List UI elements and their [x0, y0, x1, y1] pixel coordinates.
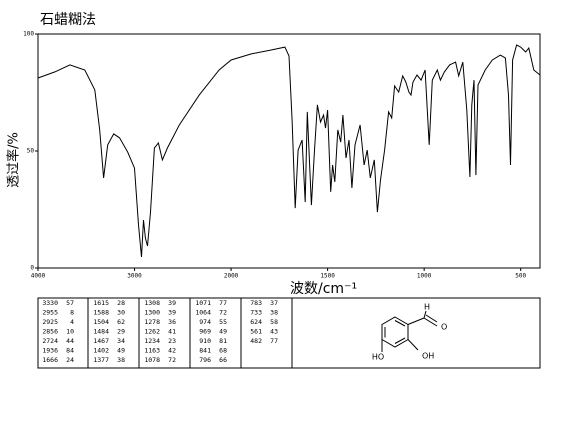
peak-transmittance: 43	[270, 328, 278, 336]
peak-wavenumber: 2955	[42, 309, 58, 317]
bond	[423, 310, 427, 319]
bond	[423, 317, 438, 327]
peak-wavenumber: 3330	[42, 299, 58, 307]
peak-transmittance: 77	[219, 299, 227, 307]
bond	[394, 337, 406, 344]
peak-wavenumber: 1234	[144, 337, 160, 345]
peak-transmittance: 38	[270, 309, 278, 317]
peak-wavenumber: 1163	[144, 347, 160, 355]
atom-label: OH	[422, 352, 434, 361]
peak-transmittance: 72	[168, 356, 176, 364]
bond	[407, 339, 419, 351]
peak-transmittance: 72	[219, 309, 227, 317]
peak-wavenumber: 1071	[195, 299, 211, 307]
y-tick-label: 0	[30, 265, 34, 272]
peak-wavenumber: 2724	[42, 337, 58, 345]
peak-transmittance: 30	[117, 309, 125, 317]
x-tick-label: 4000	[31, 273, 46, 280]
peak-transmittance: 66	[219, 356, 227, 364]
peak-wavenumber: 1308	[144, 299, 160, 307]
bond	[425, 314, 438, 323]
peak-transmittance: 58	[270, 318, 278, 326]
bond	[407, 317, 425, 325]
peak-wavenumber: 624	[250, 318, 262, 326]
bond	[394, 320, 406, 327]
peak-wavenumber: 733	[250, 309, 262, 317]
peak-wavenumber: 1300	[144, 309, 160, 317]
atom-label: H	[424, 303, 430, 312]
peak-transmittance: 55	[219, 318, 227, 326]
peak-transmittance: 49	[117, 347, 125, 355]
peak-wavenumber: 969	[199, 328, 211, 336]
chart-title: 石蜡糊法	[40, 12, 96, 28]
peak-wavenumber: 796	[199, 356, 211, 364]
peak-transmittance: 42	[168, 347, 176, 355]
x-tick-label: 3000	[127, 273, 142, 280]
peak-transmittance: 62	[117, 318, 125, 326]
y-tick-label: 50	[27, 148, 35, 155]
peak-wavenumber: 1484	[93, 328, 109, 336]
peak-transmittance: 38	[117, 356, 125, 364]
peak-wavenumber: 1262	[144, 328, 160, 336]
peak-transmittance: 23	[168, 337, 176, 345]
peak-wavenumber: 974	[199, 318, 211, 326]
peak-transmittance: 57	[66, 299, 74, 307]
peak-transmittance: 44	[66, 337, 74, 345]
peak-transmittance: 77	[270, 337, 278, 345]
peak-wavenumber: 1377	[93, 356, 109, 364]
y-tick-label: 100	[23, 31, 34, 38]
peak-wavenumber: 1402	[93, 347, 109, 355]
peak-transmittance: 29	[117, 328, 125, 336]
peak-transmittance: 28	[117, 299, 125, 307]
peak-wavenumber: 1504	[93, 318, 109, 326]
peak-transmittance: 81	[219, 337, 227, 345]
peak-wavenumber: 910	[199, 337, 211, 345]
peak-transmittance: 41	[168, 328, 176, 336]
peak-wavenumber: 2856	[42, 328, 58, 336]
peak-transmittance: 8	[70, 309, 74, 317]
peak-transmittance: 39	[168, 299, 176, 307]
peak-wavenumber: 1064	[195, 309, 211, 317]
atom-label: O	[441, 323, 447, 332]
peak-wavenumber: 783	[250, 299, 262, 307]
peak-transmittance: 24	[66, 356, 74, 364]
peak-transmittance: 49	[219, 328, 227, 336]
x-tick-label: 500	[515, 273, 526, 280]
spectrum-line	[37, 44, 541, 258]
peak-transmittance: 4	[70, 318, 74, 326]
benzene-ring	[381, 316, 409, 348]
peak-transmittance: 34	[117, 337, 125, 345]
peak-transmittance: 68	[219, 347, 227, 355]
peak-wavenumber: 841	[199, 347, 211, 355]
peak-wavenumber: 1078	[144, 356, 160, 364]
peak-wavenumber: 1615	[93, 299, 109, 307]
peak-table-frame	[37, 297, 541, 369]
peak-wavenumber: 561	[250, 328, 262, 336]
x-axis-label: 波数/cm⁻¹	[290, 281, 357, 297]
peak-transmittance: 37	[270, 299, 278, 307]
peak-wavenumber: 1588	[93, 309, 109, 317]
peak-transmittance: 84	[66, 347, 74, 355]
plot-frame	[37, 33, 541, 269]
peak-wavenumber: 1666	[42, 356, 58, 364]
peak-transmittance: 10	[66, 328, 74, 336]
peak-wavenumber: 482	[250, 337, 262, 345]
peak-transmittance: 39	[168, 309, 176, 317]
peak-transmittance: 36	[168, 318, 176, 326]
peak-wavenumber: 1467	[93, 337, 109, 345]
x-tick-label: 2000	[224, 273, 239, 280]
x-tick-label: 1000	[417, 273, 432, 280]
structure	[381, 310, 438, 352]
peak-wavenumber: 1278	[144, 318, 160, 326]
x-tick-label: 1500	[320, 273, 335, 280]
atom-label: HO	[372, 353, 384, 362]
y-axis-label: 透过率/%	[6, 132, 22, 188]
peak-wavenumber: 1936	[42, 347, 58, 355]
peak-wavenumber: 2925	[42, 318, 58, 326]
